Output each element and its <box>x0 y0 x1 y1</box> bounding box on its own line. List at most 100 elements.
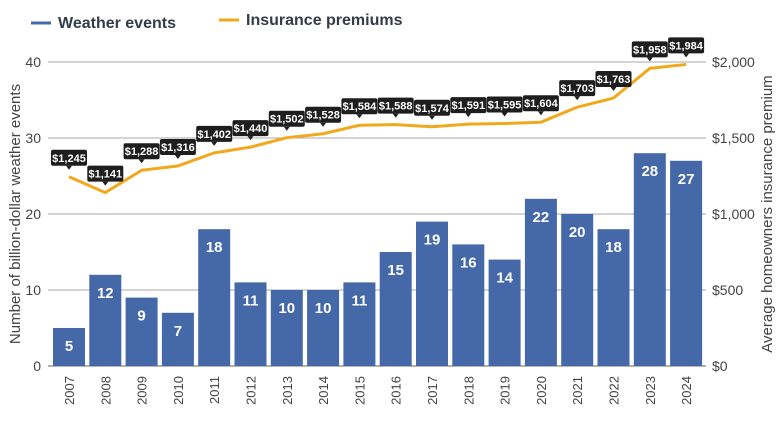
premium-label-box <box>595 71 632 88</box>
premium-label-pointer <box>211 141 218 146</box>
premium-label-box <box>305 106 342 123</box>
bar <box>379 252 412 366</box>
premium-value-label: $1,984 <box>669 40 704 52</box>
bar-value-label: 19 <box>424 232 441 249</box>
y-tick-label: 40 <box>25 54 41 70</box>
x-tick-label: 2011 <box>207 376 222 404</box>
bar <box>125 297 158 366</box>
premium-value-label: $1,288 <box>125 146 159 158</box>
premium-label-box <box>414 99 450 116</box>
x-tick-label: 2015 <box>352 376 367 405</box>
premium-value-label: $1,316 <box>161 142 195 154</box>
premium-value-label: $1,763 <box>597 74 631 86</box>
bar-value-label: 5 <box>65 338 73 355</box>
x-tick-label: 2016 <box>389 376 404 405</box>
bar-value-label: 14 <box>496 270 513 287</box>
premium-value-label: $1,588 <box>379 101 413 113</box>
premium-label-pointer <box>646 57 653 62</box>
bar <box>488 259 521 366</box>
premium-line <box>68 62 687 195</box>
x-tick-label: 2019 <box>498 376 513 405</box>
bar <box>234 282 267 366</box>
x-tick-label: 2014 <box>316 376 331 405</box>
x-tick-label: 2009 <box>135 376 150 405</box>
premium-label-pointer <box>683 53 690 58</box>
premium-label-box <box>51 149 87 166</box>
premium-label-pointer <box>247 136 254 141</box>
premium-label-box <box>450 97 487 114</box>
premium-value-label: $1,604 <box>524 98 559 110</box>
y2-tick-label: $1,500 <box>712 130 755 146</box>
bar <box>270 290 303 366</box>
y-axis-title: Number of billion-dollar weather events <box>7 84 24 344</box>
premium-label-box <box>486 96 523 113</box>
premium-label-box <box>123 143 160 160</box>
bar-value-label: 9 <box>137 308 145 325</box>
y2-tick-label: $1,000 <box>712 206 755 222</box>
x-tick-label: 2022 <box>607 376 622 405</box>
x-tick-label: 2017 <box>425 376 440 405</box>
x-tick-label: 2010 <box>171 376 186 405</box>
bar-value-label: 10 <box>278 300 295 317</box>
bar-value-label: 11 <box>351 292 367 309</box>
premium-label-pointer <box>610 87 617 92</box>
x-tick-label: 2018 <box>461 376 476 405</box>
bar <box>597 229 630 366</box>
bar <box>416 221 448 366</box>
premium-label-pointer <box>283 126 290 131</box>
premium-label-pointer <box>574 96 581 101</box>
bar-value-label: 16 <box>460 254 477 271</box>
premium-label-box <box>268 110 305 127</box>
premium-value-label: $1,440 <box>234 123 268 135</box>
bar-value-label: 10 <box>315 300 332 317</box>
premium-label-pointer <box>537 111 544 116</box>
x-tick-label: 2021 <box>570 376 585 405</box>
legend-label-weather-events: Weather events <box>58 15 176 32</box>
premium-label-pointer <box>501 112 508 117</box>
premium-value-label: $1,574 <box>415 103 450 115</box>
premium-value-label: $1,141 <box>88 169 122 181</box>
bar-value-label: 12 <box>97 285 114 302</box>
y2-axis-title: Average homeowners insurance premium <box>759 75 776 352</box>
y-tick-label: 10 <box>25 282 41 298</box>
premium-label-box <box>631 41 668 58</box>
bar-value-label: 7 <box>174 323 182 340</box>
x-tick-label: 2023 <box>643 376 658 405</box>
y2-tick-label: $500 <box>712 282 743 298</box>
x-tick-label: 2008 <box>98 376 113 405</box>
premium-label-pointer <box>102 181 109 186</box>
y2-tick-label: $0 <box>712 358 728 374</box>
legend-label-insurance-premiums: Insurance premiums <box>246 12 403 29</box>
y-tick-label: 20 <box>25 206 41 222</box>
premium-value-label: $1,703 <box>560 83 594 95</box>
premium-label-box <box>196 125 233 142</box>
premium-value-label: $1,595 <box>488 100 522 112</box>
premium-label-pointer <box>66 165 72 170</box>
bar-value-label: 18 <box>605 239 622 256</box>
premium-label-pointer <box>429 115 435 120</box>
bar-value-label: 18 <box>206 239 223 256</box>
x-tick-label: 2024 <box>679 376 694 405</box>
y-tick-label: 0 <box>33 358 41 374</box>
premium-value-label: $1,245 <box>52 153 86 165</box>
premium-value-label: $1,402 <box>197 129 231 141</box>
bar <box>633 153 666 366</box>
bar-value-label: 20 <box>569 224 586 241</box>
bar-value-label: 27 <box>678 171 695 188</box>
bar-value-label: 15 <box>387 262 404 279</box>
y2-tick-label: $2,000 <box>712 54 755 70</box>
bar <box>670 160 703 366</box>
y-tick-label: 30 <box>25 130 41 146</box>
x-tick-label: 2012 <box>244 376 259 405</box>
premium-label-box <box>522 95 559 112</box>
bar-value-label: 22 <box>533 209 550 226</box>
bar <box>198 229 231 366</box>
legend: Weather events Insurance premiums <box>31 12 403 32</box>
bar <box>452 244 485 366</box>
bar <box>53 328 85 366</box>
premium-label-box <box>341 98 378 115</box>
x-tick-label: 2013 <box>280 376 295 405</box>
bar <box>561 214 594 366</box>
premium-label-box <box>668 37 705 54</box>
